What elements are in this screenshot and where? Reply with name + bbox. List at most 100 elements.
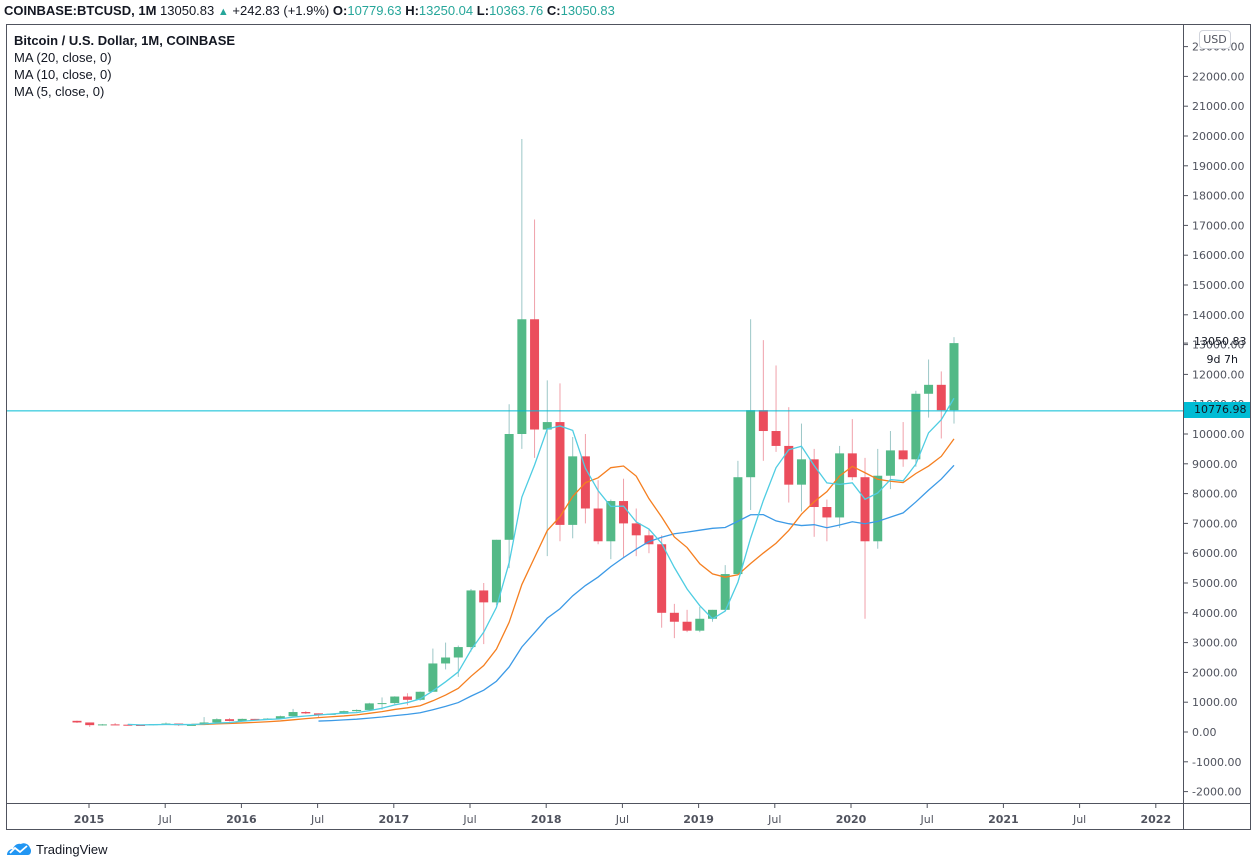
- close-value: 13050.83: [560, 3, 615, 18]
- candle[interactable]: [682, 621, 692, 631]
- price-axis-label: 4000.00: [1192, 607, 1238, 620]
- candle[interactable]: [860, 477, 870, 542]
- symbol-name[interactable]: COINBASE:BTCUSD, 1M: [4, 3, 157, 18]
- candle[interactable]: [186, 724, 196, 726]
- candle[interactable]: [733, 477, 743, 575]
- candle[interactable]: [72, 720, 82, 723]
- candle[interactable]: [301, 712, 311, 714]
- time-axis-label: Jul: [310, 813, 324, 826]
- candle[interactable]: [250, 718, 260, 720]
- candle[interactable]: [402, 696, 412, 700]
- tradingview-label: TradingView: [36, 841, 108, 857]
- candle[interactable]: [555, 422, 565, 525]
- candle[interactable]: [390, 696, 400, 704]
- up-arrow-icon: ▲: [217, 6, 229, 18]
- price-axis-label: 1000.00: [1192, 696, 1238, 709]
- candle[interactable]: [606, 501, 616, 542]
- time-axis-label: Jul: [920, 813, 934, 826]
- candle[interactable]: [504, 434, 514, 540]
- candle[interactable]: [784, 445, 794, 485]
- candle[interactable]: [85, 722, 95, 726]
- candle[interactable]: [593, 508, 603, 542]
- candle[interactable]: [352, 709, 362, 712]
- candle[interactable]: [237, 718, 247, 721]
- chart-frame: [6, 24, 1251, 830]
- candle[interactable]: [313, 713, 323, 715]
- candle[interactable]: [873, 475, 883, 542]
- candle[interactable]: [466, 590, 476, 648]
- candle[interactable]: [491, 539, 501, 603]
- candle[interactable]: [97, 724, 107, 726]
- price-axis-label: 20000.00: [1192, 130, 1245, 143]
- candle[interactable]: [110, 724, 120, 726]
- candle[interactable]: [619, 501, 629, 524]
- candle[interactable]: [758, 410, 768, 432]
- candle[interactable]: [453, 647, 463, 658]
- candle[interactable]: [847, 453, 857, 478]
- candle[interactable]: [796, 459, 806, 485]
- legend-ma10[interactable]: MA (10, close, 0): [14, 67, 112, 82]
- price-axis-label: 22000.00: [1192, 70, 1245, 83]
- candle[interactable]: [924, 384, 934, 394]
- price-axis-label: 8000.00: [1192, 488, 1238, 501]
- candle[interactable]: [542, 422, 552, 430]
- legend-title[interactable]: Bitcoin / U.S. Dollar, 1M, COINBASE: [14, 33, 236, 48]
- horizontal-line-price-tag: 10776.98: [1184, 402, 1250, 418]
- candle[interactable]: [835, 453, 845, 518]
- currency-button[interactable]: USD: [1199, 30, 1231, 49]
- candle[interactable]: [695, 618, 705, 631]
- candle[interactable]: [275, 716, 285, 719]
- low-value: 10363.76: [489, 3, 544, 18]
- candle[interactable]: [809, 459, 819, 508]
- candle[interactable]: [212, 719, 222, 723]
- candle[interactable]: [708, 609, 717, 619]
- time-axis-label: Jul: [158, 813, 172, 826]
- candle[interactable]: [479, 590, 489, 603]
- time-axis-label: 2020: [836, 813, 867, 826]
- candle[interactable]: [530, 319, 540, 430]
- legend-ma5[interactable]: MA (5, close, 0): [14, 84, 105, 99]
- candle[interactable]: [936, 384, 946, 411]
- candle[interactable]: [822, 507, 832, 518]
- candle[interactable]: [746, 410, 756, 478]
- price-axis-label: 18000.00: [1192, 190, 1245, 203]
- time-axis-label: 2021: [988, 813, 1019, 826]
- price-axis-label: 3000.00: [1192, 637, 1238, 650]
- price-axis-label: -1000.00: [1192, 756, 1241, 769]
- time-axis-label: 2016: [226, 813, 257, 826]
- price-axis-label: 14000.00: [1192, 309, 1245, 322]
- candle[interactable]: [568, 456, 578, 525]
- candle[interactable]: [644, 535, 654, 545]
- candle[interactable]: [911, 393, 921, 460]
- legend-ma20[interactable]: MA (20, close, 0): [14, 50, 112, 65]
- candle[interactable]: [123, 724, 133, 726]
- time-axis-label: 2019: [683, 813, 714, 826]
- candle[interactable]: [720, 574, 730, 610]
- time-axis-label: Jul: [615, 813, 629, 826]
- candle[interactable]: [885, 450, 895, 476]
- candle[interactable]: [657, 544, 667, 613]
- tradingview-branding[interactable]: TradingView: [6, 841, 108, 857]
- price-axis-label: 7000.00: [1192, 517, 1238, 530]
- candle[interactable]: [415, 691, 425, 700]
- price-axis-label: 16000.00: [1192, 249, 1245, 262]
- candle[interactable]: [631, 523, 641, 536]
- candle[interactable]: [441, 657, 451, 664]
- candle[interactable]: [288, 712, 298, 717]
- candle[interactable]: [949, 343, 959, 411]
- chart-legend: Bitcoin / U.S. Dollar, 1M, COINBASE MA (…: [14, 32, 235, 100]
- time-axis-label: Jul: [767, 813, 781, 826]
- candle[interactable]: [428, 663, 438, 692]
- candle[interactable]: [771, 431, 781, 446]
- time-axis-label: 2015: [74, 813, 105, 826]
- candle[interactable]: [225, 719, 235, 721]
- candle[interactable]: [669, 612, 679, 622]
- candle[interactable]: [377, 703, 387, 705]
- bar-countdown: 9d 7h: [1206, 353, 1238, 366]
- last-price: 13050.83: [160, 3, 215, 18]
- candle[interactable]: [898, 450, 908, 460]
- symbol-header: COINBASE:BTCUSD, 1M 13050.83 ▲ +242.83 (…: [4, 2, 615, 22]
- candle[interactable]: [517, 319, 527, 434]
- candle[interactable]: [364, 703, 374, 710]
